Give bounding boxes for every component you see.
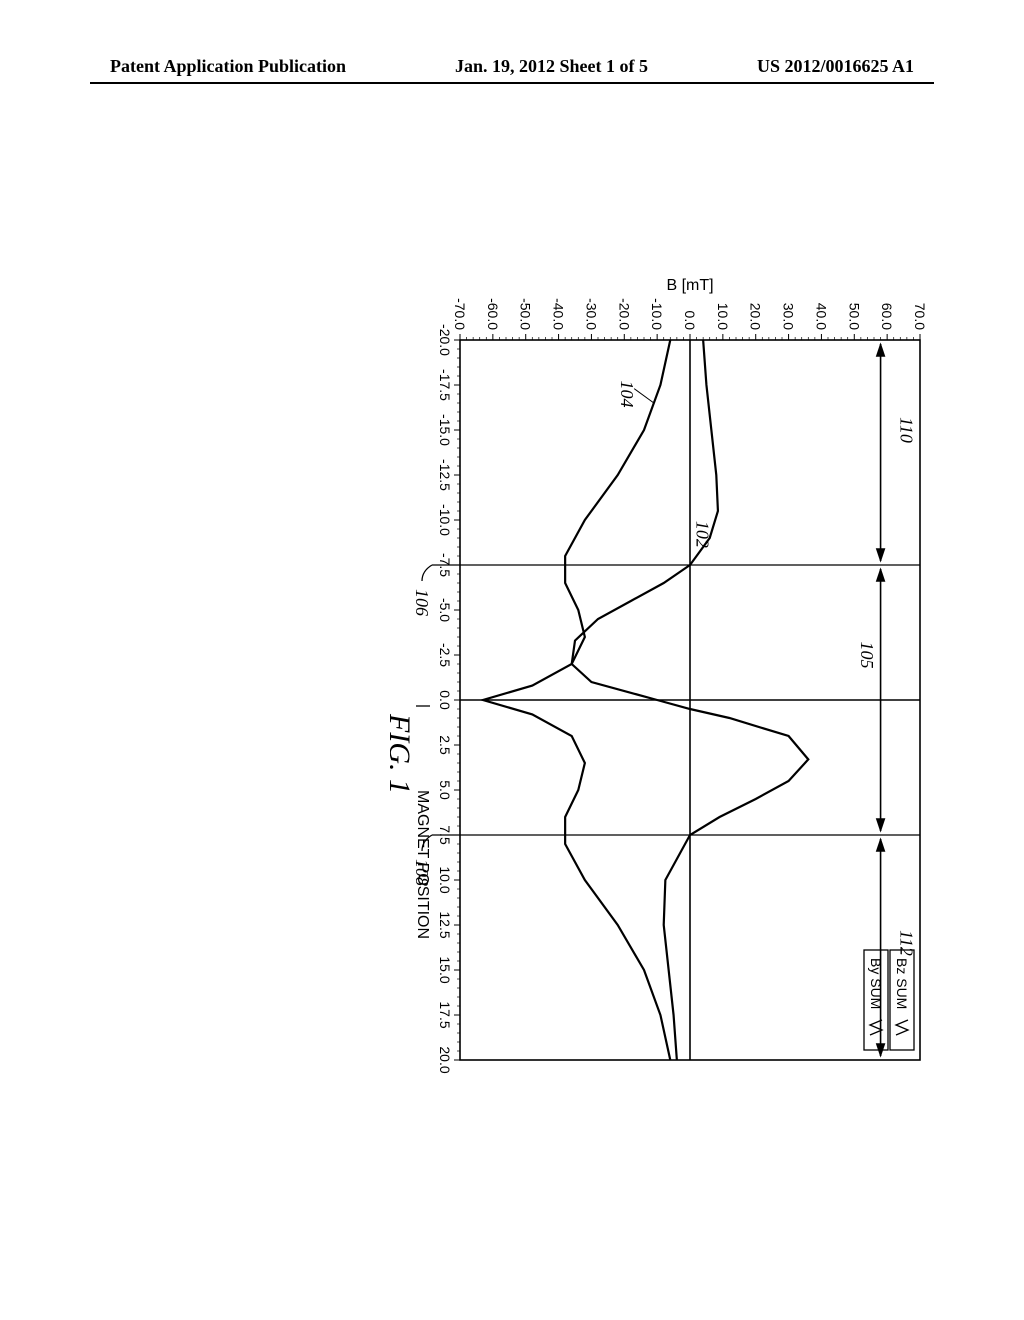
svg-text:0.0: 0.0 [682,311,698,331]
svg-text:-15.0: -15.0 [437,414,453,446]
svg-text:-5.0: -5.0 [437,598,453,622]
svg-text:12.5: 12.5 [437,911,453,938]
svg-text:5.0: 5.0 [437,780,453,800]
figure-caption: FIG. 1 [390,713,416,794]
svg-text:20.0: 20.0 [748,303,764,330]
svg-text:-17.5: -17.5 [437,369,453,401]
annot-108: 108 [412,859,432,886]
chart-container: -70.0 -60.0 -50.0 -40.0 -30.0 -20.0 -10.0 0.0 10… [100,270,940,950]
annot-106: 106 [412,589,432,616]
svg-text:-40.0: -40.0 [551,298,567,330]
svg-text:-20.0: -20.0 [437,324,453,356]
svg-text:0.0: 0.0 [437,690,453,710]
svg-text:-10.0: -10.0 [649,298,665,330]
svg-text:-2.5: -2.5 [437,643,453,667]
header-center: Jan. 19, 2012 Sheet 1 of 5 [455,56,648,77]
svg-text:-20.0: -20.0 [616,298,632,330]
svg-text:-10.0: -10.0 [437,504,453,536]
svg-text:60.0: 60.0 [879,303,895,330]
annot-105: 105 [857,642,877,669]
svg-text:15.0: 15.0 [437,956,453,983]
y-axis-label: B [mT] [666,277,713,294]
header-right: US 2012/0016625 A1 [757,56,914,77]
svg-text:70.0: 70.0 [912,303,928,330]
svg-text:17.5: 17.5 [437,1001,453,1028]
svg-text:-30.0: -30.0 [583,298,599,330]
svg-text:-50.0: -50.0 [518,298,534,330]
svg-text:2.5: 2.5 [437,735,453,755]
svg-text:10.0: 10.0 [715,303,731,330]
annot-110: 110 [896,417,916,443]
svg-text:10.0: 10.0 [437,866,453,893]
header-rule [90,82,934,84]
annot-102: 102 [693,521,713,548]
svg-text:40.0: 40.0 [813,303,829,330]
svg-text:20.0: 20.0 [437,1046,453,1073]
annot-112: 112 [896,930,916,956]
page-header: Patent Application Publication Jan. 19, … [0,56,1024,77]
chart-svg: -70.0 -60.0 -50.0 -40.0 -30.0 -20.0 -10.0 0.0 10… [390,270,940,1080]
svg-text:-60.0: -60.0 [485,298,501,330]
svg-text:-70.0: -70.0 [452,298,468,330]
annot-104: 104 [617,381,637,408]
svg-text:30.0: 30.0 [781,303,797,330]
legend-label-1: By SUM [868,958,884,1009]
header-left: Patent Application Publication [110,56,346,77]
svg-text:-12.5: -12.5 [437,459,453,491]
svg-text:50.0: 50.0 [846,303,862,330]
legend-label-0: Bz SUM [894,958,910,1009]
